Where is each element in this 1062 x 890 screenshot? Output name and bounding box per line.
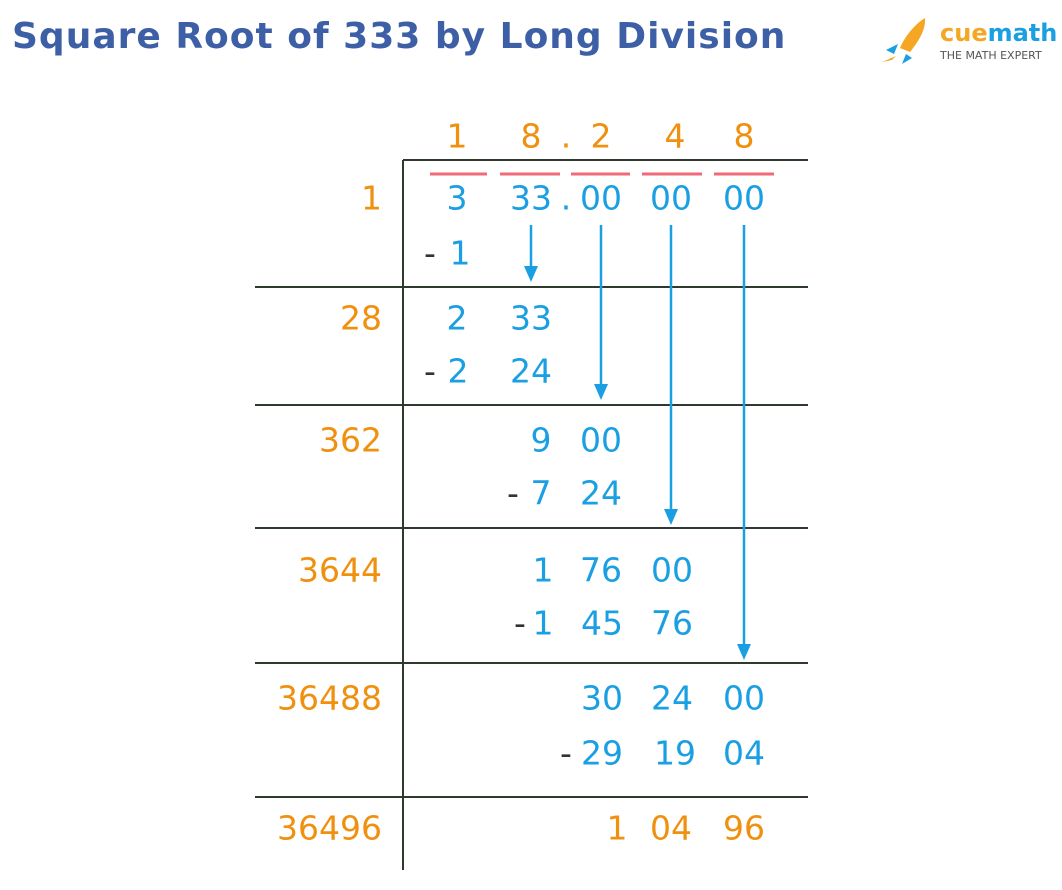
dividend-part: 9 bbox=[531, 421, 552, 460]
subtrahend: 1 bbox=[450, 234, 471, 273]
brand-math: math bbox=[988, 19, 1058, 47]
subtrahend: 24 bbox=[510, 352, 552, 391]
quotient-digit: . bbox=[561, 117, 572, 156]
dividend-part: . bbox=[561, 179, 572, 218]
subtrahend: 45 bbox=[581, 604, 623, 643]
tagline: THE MATH EXPERT bbox=[939, 49, 1042, 62]
dividend-part: 00 bbox=[580, 179, 622, 218]
minus-sign: - bbox=[424, 234, 436, 273]
divisor: 3644 bbox=[298, 551, 382, 590]
remainder: 96 bbox=[723, 809, 765, 848]
subtrahend: 2 bbox=[448, 352, 469, 391]
quotient-digit: 8 bbox=[734, 117, 755, 156]
subtrahend: 24 bbox=[580, 474, 622, 513]
divisor: 36488 bbox=[277, 679, 382, 718]
minus-sign: - bbox=[507, 474, 519, 513]
subtrahend: 29 bbox=[581, 734, 623, 773]
rocket-icon bbox=[900, 18, 926, 52]
quotient-digit: 2 bbox=[591, 117, 612, 156]
title: Square Root of 333 by Long Division bbox=[12, 16, 786, 57]
dividend-part: 00 bbox=[723, 679, 765, 718]
dividend-part: 1 bbox=[533, 551, 554, 590]
dividend-part: 00 bbox=[580, 421, 622, 460]
dividend-part: 00 bbox=[723, 179, 765, 218]
arrow-head bbox=[524, 266, 538, 282]
dividend-part: 00 bbox=[651, 551, 693, 590]
dividend-part: 00 bbox=[650, 179, 692, 218]
remainder: 04 bbox=[650, 809, 692, 848]
rocket-flame bbox=[882, 56, 896, 62]
quotient-digit: 1 bbox=[447, 117, 468, 156]
dividend-part: 2 bbox=[447, 299, 468, 338]
arrows bbox=[524, 225, 751, 660]
subtrahend: 04 bbox=[723, 734, 765, 773]
divisor: 36496 bbox=[277, 809, 382, 848]
brand: cuemath bbox=[940, 19, 1057, 47]
quotient-digit: 4 bbox=[665, 117, 686, 156]
dividend-part: 76 bbox=[580, 551, 622, 590]
brand-cue: cue bbox=[940, 19, 988, 47]
arrow-head bbox=[737, 644, 751, 660]
rocket-fins bbox=[886, 44, 912, 64]
subtrahend: 7 bbox=[531, 474, 552, 513]
minus-sign: - bbox=[424, 352, 436, 391]
minus-sign: - bbox=[560, 734, 572, 773]
logo: cuemath THE MATH EXPERT bbox=[882, 18, 1057, 64]
grid bbox=[255, 159, 808, 870]
divisor: 362 bbox=[319, 421, 382, 460]
subtrahend: 76 bbox=[651, 604, 693, 643]
dividend-part: 3 bbox=[447, 179, 468, 218]
dividend-part: 33 bbox=[510, 299, 552, 338]
subtrahend: 1 bbox=[533, 604, 554, 643]
dividend-part: 33 bbox=[510, 179, 552, 218]
divisor: 1 bbox=[361, 179, 382, 218]
arrow-head bbox=[664, 509, 678, 525]
divisor: 28 bbox=[340, 299, 382, 338]
dividend-part: 24 bbox=[651, 679, 693, 718]
arrow-head bbox=[594, 384, 608, 400]
subtrahend: 19 bbox=[654, 734, 696, 773]
remainder: 1 bbox=[607, 809, 628, 848]
quotient-digit: 8 bbox=[521, 117, 542, 156]
dividend-part: 30 bbox=[581, 679, 623, 718]
minus-sign: - bbox=[514, 604, 526, 643]
